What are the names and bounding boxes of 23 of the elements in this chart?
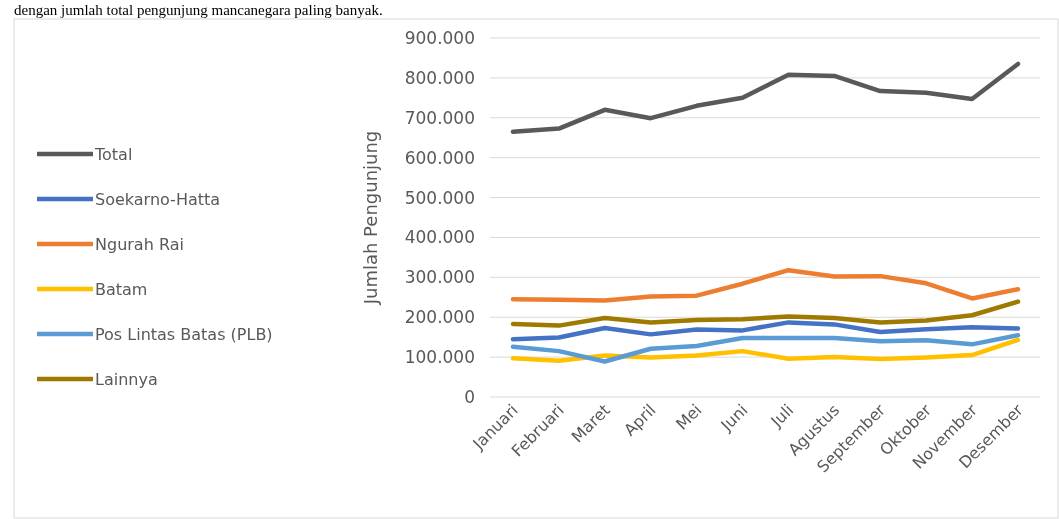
line-series [510, 299, 1021, 328]
legend-label: Soekarno-Hatta [95, 189, 221, 209]
y-tick-label: 800.000 [404, 67, 475, 88]
y-tick-label: 300.000 [404, 267, 475, 288]
y-tick-label: 400.000 [404, 227, 475, 248]
line-series [510, 320, 1021, 342]
legend-label: Ngurah Rai [95, 234, 184, 254]
legend-label: Batam [95, 279, 148, 299]
y-tick-label: 900.000 [404, 27, 475, 48]
y-tick-label: 500.000 [404, 187, 475, 208]
x-tick-label: Mei [672, 400, 706, 434]
y-tick-label: 700.000 [404, 107, 475, 128]
y-tick-label: 200.000 [404, 307, 475, 328]
y-tick-label: 600.000 [404, 147, 475, 168]
legend-label: Pos Lintas Batas (PLB) [95, 324, 273, 344]
text: dengan jumlah total pengunjung mancanegara paling banyak. [14, 2, 383, 18]
line-series [510, 61, 1021, 134]
y-axis-title: Jumlah Pengunjung [360, 130, 381, 306]
legend-label: Total [94, 144, 133, 164]
legend-label: Lainnya [95, 369, 158, 389]
y-tick-label: 0 [464, 386, 475, 407]
line-series [510, 267, 1021, 303]
y-tick-label: 100.000 [404, 347, 475, 368]
